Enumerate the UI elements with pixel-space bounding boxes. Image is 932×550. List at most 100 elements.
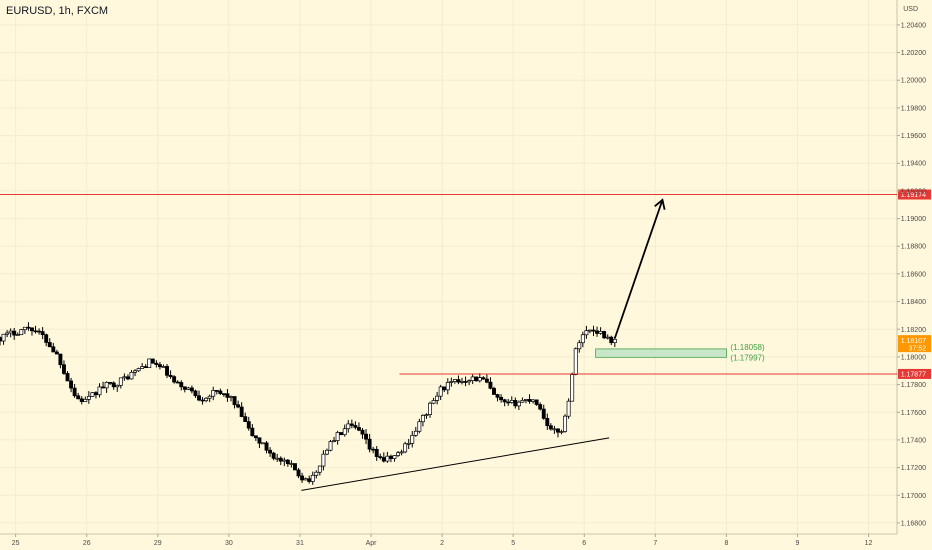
level-price-badge [898,368,931,379]
candle-body [136,368,141,372]
candle-body [157,364,162,368]
candle-body [435,395,440,401]
candle-body [264,442,269,451]
candle-body [246,421,251,429]
candle-body [481,377,486,380]
candle-body [143,366,148,368]
candle-body [303,478,308,481]
candle-body [506,401,511,404]
candle-body [605,336,610,339]
candle-body [101,386,106,389]
candle-body [570,374,575,402]
candle-body [182,386,187,390]
current-price-label: 1.18107 [901,338,926,345]
support-zone[interactable] [595,348,727,358]
candle-body [296,469,301,477]
candle-body [420,414,425,423]
candle-body [293,463,297,471]
candle-body [513,400,518,407]
candle-body [1,333,6,342]
candle-body [44,334,49,343]
candle-body [417,421,422,432]
price-tick-label: 1.19000 [901,216,926,223]
candle-body [545,418,550,427]
candle-body [314,471,319,476]
candle-body [520,399,525,403]
candle-body [140,366,145,369]
candle-body [271,452,276,459]
candle-body [463,381,468,383]
time-tick-label: 8 [724,540,728,547]
time-tick-label: 29 [154,540,162,547]
candle-body [69,380,74,389]
candle-body [598,331,603,334]
candle-body [584,330,589,336]
candle-body [147,358,152,368]
grid [0,0,897,534]
candle-body [275,457,280,460]
candle-body [83,399,88,402]
candle-body [172,376,177,383]
time-tick-label: 25 [12,540,20,547]
support-trendline[interactable] [301,437,610,491]
candle-body [54,351,59,355]
candle-body [534,399,539,405]
candle-body [26,326,31,329]
candle-body [563,415,568,432]
candle-body [125,376,130,380]
price-tick-label: 1.20200 [901,50,926,57]
candle-body [150,358,155,364]
zone-top-label: (1.18058) [730,343,765,352]
projection-arrow-head [654,198,666,210]
candle-body [161,366,166,368]
candle-body [499,396,504,401]
candle-body [62,364,66,374]
candle-body [97,386,102,396]
candle-body [243,416,248,422]
price-tick-label: 1.19400 [901,161,926,168]
candle-body [168,374,173,377]
price-tick-label: 1.18000 [901,354,926,361]
candle-body [502,399,507,403]
candle-body [12,330,17,336]
price-axis: USD 1.16800 1.17000 1.17200 1.17400 1.17600 1.… [897,6,926,527]
candle-body [225,393,230,398]
candle-body [278,457,283,462]
candle-body [33,330,38,333]
price-tick-label: 1.18400 [901,299,926,306]
time-tick-label: 26 [83,540,91,547]
candle-body [595,330,600,334]
price-tick-label: 1.19200 [901,188,926,195]
candle-body [0,337,2,342]
candle-body [204,397,209,402]
time-tick-label: 31 [296,540,304,547]
candle-body [94,392,98,396]
candle-body [449,381,454,383]
projection-arrow-shaft[interactable] [613,199,664,339]
candle-body [548,425,553,430]
candle-body [300,475,305,481]
candle-body [232,396,237,406]
candle-body [51,346,56,353]
candle-body [524,399,528,401]
candle-body [609,336,614,344]
candle-body [239,406,244,417]
candle-body [388,455,393,459]
candle-body [392,455,397,459]
candle-body [484,378,489,383]
candle-body [79,398,84,402]
candle-body [133,370,137,373]
price-tick-label: 1.17800 [901,382,926,389]
price-tick-label: 1.18200 [901,327,926,334]
candle-body [189,387,194,392]
time-tick-label: 9 [796,540,800,547]
candle-body [591,329,596,332]
candle-body [193,390,198,397]
candle-body [250,427,255,437]
candle-body [516,401,521,407]
current-price-badge [898,335,931,353]
price-tick-label: 1.17400 [901,437,926,444]
